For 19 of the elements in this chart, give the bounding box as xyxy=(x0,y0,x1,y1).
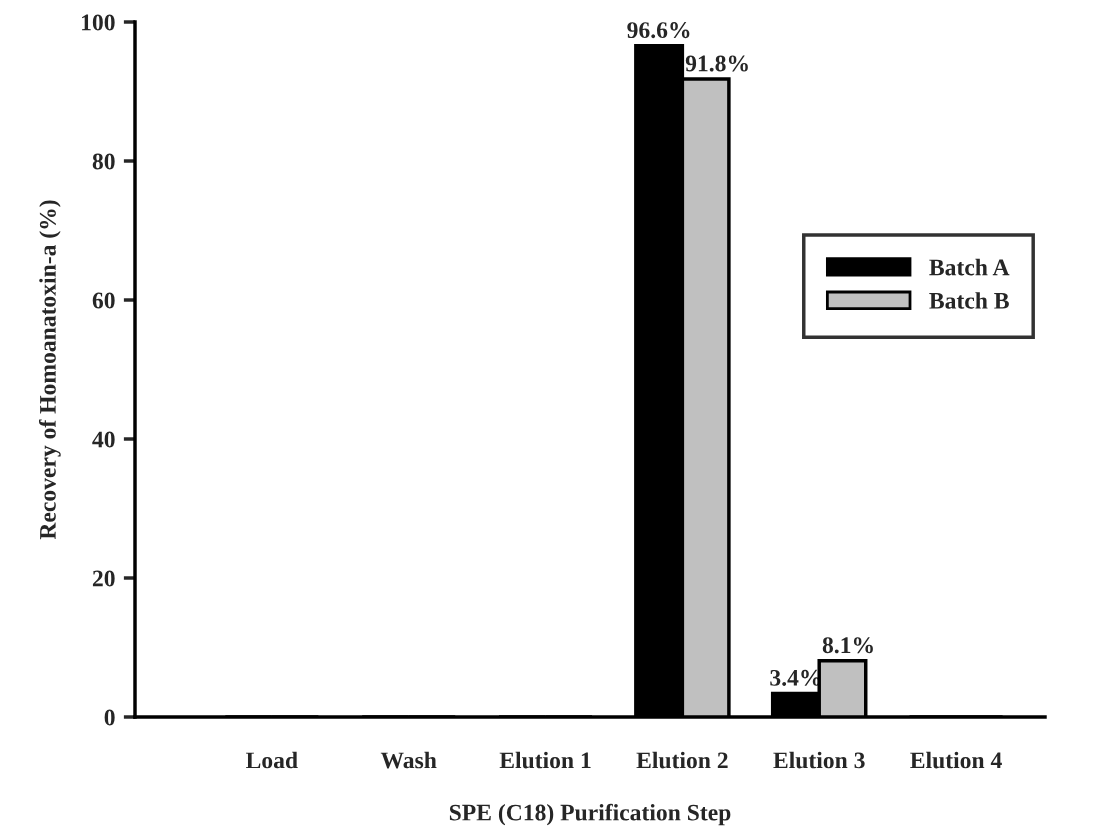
x-tick-label: Wash xyxy=(380,751,437,769)
y-axis-title: Recovery of Homoanatoxin-a (%) xyxy=(38,200,61,540)
x-tick-label: Elution 4 xyxy=(910,751,1002,769)
y-tick-label: 60 xyxy=(92,292,115,309)
legend-label: Batch A xyxy=(929,258,1010,276)
x-tick-label: Elution 2 xyxy=(636,751,728,769)
y-tick-label: 80 xyxy=(92,153,115,170)
data-label: 96.6% xyxy=(627,22,690,39)
y-tick-label: 20 xyxy=(92,570,115,587)
x-tick-label: Elution 3 xyxy=(773,751,865,769)
data-label: 91.8% xyxy=(685,55,748,72)
x-tick-label: Load xyxy=(246,751,298,769)
x-axis-title: SPE (C18) Purification Step xyxy=(449,803,731,826)
y-tick-label: 100 xyxy=(82,14,115,31)
y-tick-label: 0 xyxy=(104,709,115,726)
x-tick-label: Elution 1 xyxy=(499,751,591,769)
y-tick-label: 40 xyxy=(92,431,115,448)
legend-label: Batch B xyxy=(929,292,1009,309)
data-label: 8.1% xyxy=(822,637,873,654)
